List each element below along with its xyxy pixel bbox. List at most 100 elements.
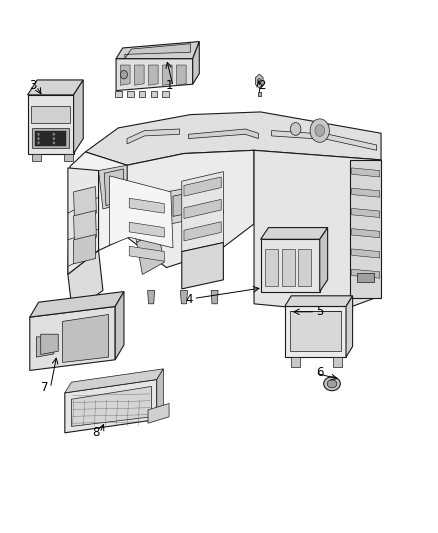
Polygon shape [298,249,311,286]
Text: 5: 5 [316,305,323,318]
Polygon shape [74,211,96,244]
Polygon shape [64,154,73,161]
Polygon shape [30,292,124,317]
Polygon shape [285,306,346,357]
Circle shape [53,141,55,144]
Polygon shape [282,249,295,286]
Polygon shape [28,95,74,154]
Polygon shape [129,222,164,237]
Polygon shape [352,208,380,217]
Polygon shape [127,91,134,97]
Polygon shape [85,112,381,165]
Polygon shape [352,168,380,177]
Polygon shape [193,42,199,84]
Polygon shape [182,243,223,289]
Polygon shape [290,311,341,351]
Polygon shape [115,292,124,360]
Polygon shape [32,154,41,161]
Polygon shape [99,165,127,209]
Bar [357,273,374,282]
Circle shape [37,133,40,136]
Polygon shape [261,239,320,292]
Polygon shape [333,357,342,367]
Polygon shape [261,228,328,239]
Polygon shape [346,296,353,357]
Circle shape [53,137,55,140]
Polygon shape [352,229,380,238]
Polygon shape [110,176,173,248]
Polygon shape [74,80,83,154]
Polygon shape [125,44,191,59]
Polygon shape [352,249,380,258]
Polygon shape [68,152,127,274]
Polygon shape [320,228,328,292]
Circle shape [315,125,325,136]
Text: 8: 8 [92,426,99,439]
Polygon shape [129,198,164,213]
Polygon shape [139,91,145,97]
Polygon shape [285,296,353,306]
Polygon shape [32,128,69,148]
Polygon shape [74,187,96,220]
Polygon shape [162,91,169,97]
Polygon shape [166,182,223,224]
Text: 2: 2 [258,79,266,92]
Polygon shape [68,168,99,274]
Polygon shape [352,269,380,278]
Polygon shape [184,199,221,219]
Polygon shape [182,172,223,252]
Polygon shape [127,129,180,144]
Polygon shape [31,106,70,123]
Polygon shape [127,150,254,268]
Polygon shape [148,290,155,304]
Polygon shape [116,42,199,59]
Polygon shape [131,197,158,243]
Ellipse shape [327,379,337,388]
Polygon shape [173,188,217,216]
Polygon shape [254,150,381,312]
Text: 6: 6 [316,366,324,378]
Circle shape [53,133,55,136]
Circle shape [37,137,40,140]
Polygon shape [157,369,163,419]
Bar [258,92,261,96]
Polygon shape [35,131,66,146]
Text: 1: 1 [165,79,173,92]
Text: 7: 7 [41,381,49,394]
Polygon shape [68,251,103,312]
Polygon shape [151,91,157,97]
Circle shape [257,78,261,84]
Circle shape [310,119,329,142]
Polygon shape [188,129,258,139]
Polygon shape [184,222,221,241]
Polygon shape [137,230,164,274]
Polygon shape [30,306,115,370]
Polygon shape [350,160,381,298]
Polygon shape [129,246,164,261]
Polygon shape [115,91,122,97]
Polygon shape [104,169,124,206]
Polygon shape [71,386,152,426]
Polygon shape [272,131,377,150]
Polygon shape [352,188,380,197]
Polygon shape [28,80,83,95]
Polygon shape [41,334,58,354]
Polygon shape [36,337,54,357]
Text: 3: 3 [30,79,37,92]
Polygon shape [180,290,187,304]
Circle shape [37,141,40,144]
Polygon shape [211,290,218,304]
Polygon shape [265,249,278,286]
Polygon shape [74,235,95,264]
Polygon shape [177,65,186,85]
Polygon shape [162,65,172,85]
Polygon shape [120,65,130,85]
Circle shape [120,70,127,79]
Polygon shape [255,74,263,88]
Polygon shape [148,65,158,85]
Text: 4: 4 [185,293,193,306]
Circle shape [290,123,301,135]
Polygon shape [148,403,169,423]
Polygon shape [63,314,109,362]
Polygon shape [65,379,157,433]
